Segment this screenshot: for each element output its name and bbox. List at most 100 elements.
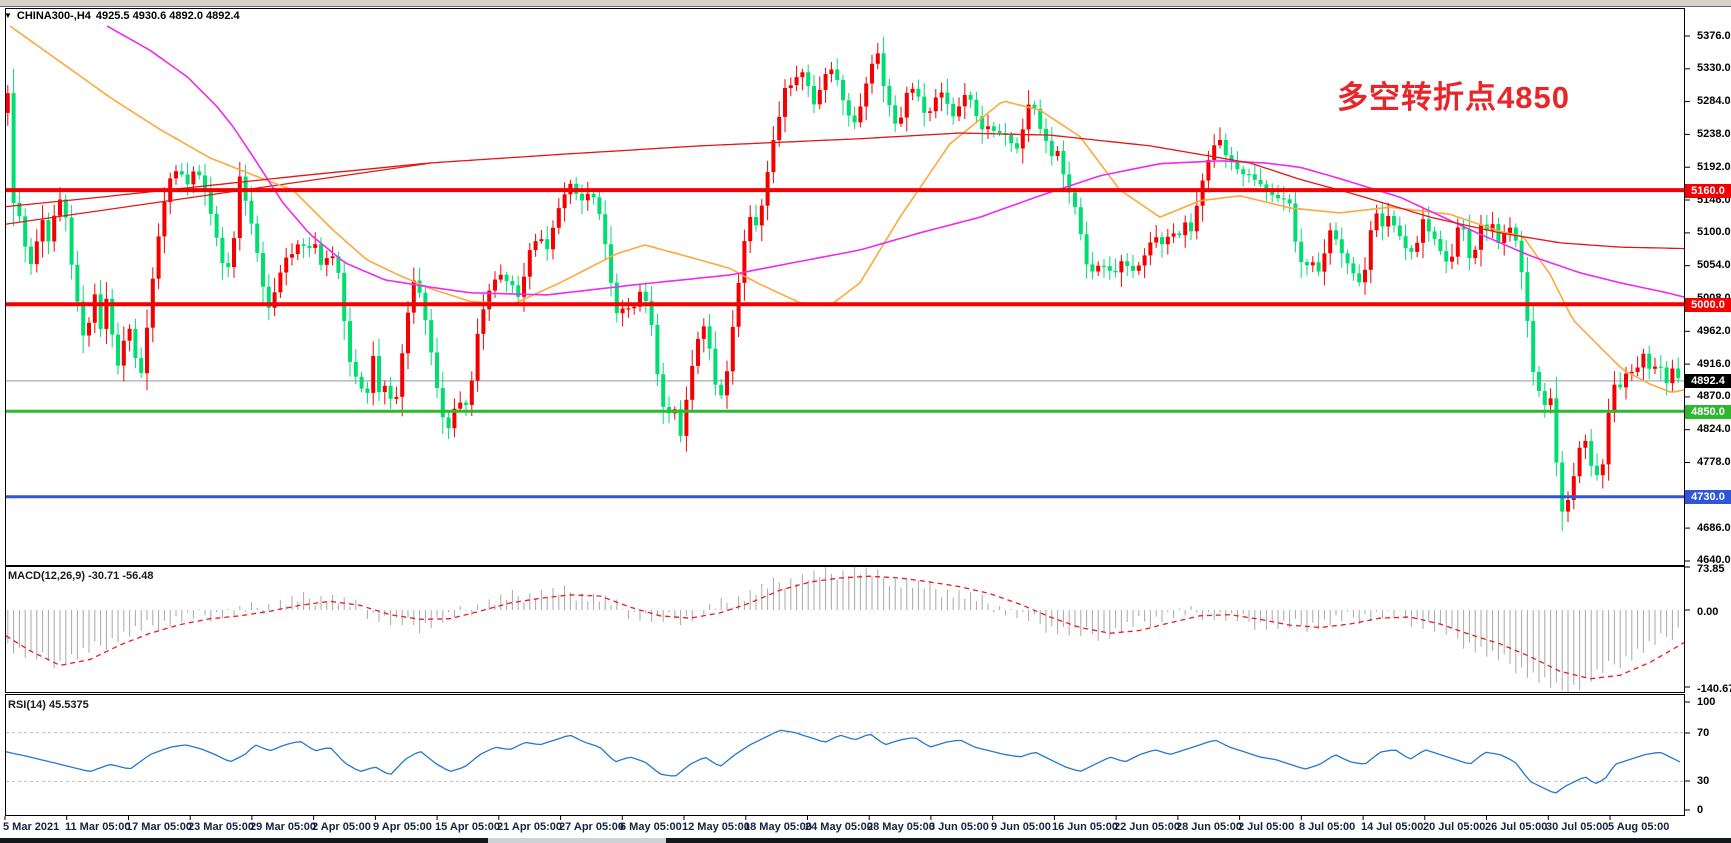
candle-body (1519, 240, 1524, 273)
candle-body (98, 294, 103, 329)
candle-body (823, 74, 828, 90)
candle-body (411, 280, 416, 313)
candle-body (1583, 440, 1588, 448)
candle-body (730, 326, 735, 372)
candle-body (893, 105, 898, 124)
candle-body (1270, 190, 1275, 195)
ohlc-values: 4925.5 4930.6 4892.0 4892.4 (95, 10, 240, 22)
time-axis-label: 27 Apr 05:00 (559, 821, 625, 833)
candle-body (145, 327, 149, 374)
candle-body (1247, 174, 1251, 176)
candle-body (1235, 162, 1240, 170)
rsi-axis-label: 30 (1697, 775, 1710, 787)
candle-body (1653, 366, 1657, 369)
candle-body (23, 216, 28, 247)
candle-body (852, 115, 857, 123)
candle-body (348, 321, 352, 362)
candle-body (295, 244, 300, 255)
time-axis-label: 21 Apr 05:00 (497, 821, 563, 833)
candle-body (1078, 207, 1083, 235)
candle-body (806, 72, 811, 86)
candle-body (197, 171, 202, 176)
candle-body (788, 85, 793, 89)
candle-body (1299, 241, 1304, 262)
candle-body (794, 77, 799, 86)
candle-body (1328, 230, 1333, 254)
candle-body (916, 88, 921, 97)
price-axis-label: 4870.0 (1697, 390, 1731, 402)
candle-body (1264, 184, 1269, 191)
candle-body (591, 193, 596, 198)
candle-body (841, 79, 845, 101)
candle-body (962, 95, 967, 107)
time-axis-label: 14 Jul 05:00 (1361, 821, 1424, 833)
trendline-red (6, 162, 433, 225)
candle-body (864, 83, 869, 107)
candle-body (1276, 194, 1280, 199)
time-axis-label: 20 Jul 05:00 (1423, 821, 1486, 833)
candle-body (829, 69, 834, 75)
candle-body (632, 306, 637, 309)
time-axis-label: 15 Apr 05:00 (435, 821, 501, 833)
time-axis-label: 2 Jul 05:00 (1238, 821, 1295, 833)
candle-body (423, 292, 428, 321)
candle-body (933, 97, 938, 112)
window-top-strip (0, 0, 1731, 7)
price-badge-resistance-5160: 5160.0 (1685, 184, 1731, 198)
candle-body (1479, 224, 1483, 250)
candle-body (539, 239, 544, 242)
candle-body (336, 256, 341, 273)
candle-body (324, 258, 329, 265)
candle-body (551, 227, 555, 250)
candle-body (1084, 234, 1089, 265)
candle-body (1531, 321, 1536, 372)
candle-body (121, 340, 126, 366)
price-badge-support-4850: 4850.0 (1685, 405, 1731, 419)
candle-body (1658, 366, 1663, 368)
price-axis-label: 4778.0 (1697, 456, 1731, 468)
candle-body (527, 250, 532, 277)
candle-body (226, 263, 231, 267)
candle-body (435, 352, 439, 388)
candle-body (928, 111, 932, 113)
time-axis-label: 24 May 05:00 (805, 821, 873, 833)
time-axis-label: 26 Jul 05:00 (1485, 821, 1548, 833)
candle-body (1212, 145, 1217, 160)
candle-body (835, 69, 840, 80)
candle-body (516, 285, 521, 297)
chart-title: ▼ CHINA300-,H4 4925.5 4930.6 4892.0 4892… (4, 10, 240, 22)
time-axis-label: 5 Aug 05:00 (1608, 821, 1670, 833)
candle-body (1357, 273, 1362, 283)
macd-axis-label: 73.85 (1697, 563, 1725, 575)
macd-signal-line (6, 575, 1684, 680)
candle-body (1345, 253, 1350, 264)
candle-body (748, 217, 753, 242)
time-axis-label: 18 May 05:00 (744, 821, 812, 833)
annotation-text[interactable]: 多空转折点4850 (1337, 80, 1570, 115)
candle-body (777, 116, 782, 141)
candle-body (203, 175, 207, 192)
ma-slow-red (6, 132, 1684, 250)
candle-body (1647, 353, 1652, 369)
candle-body (562, 194, 567, 209)
candle-body (1281, 198, 1286, 200)
price-axis-label: 5054.0 (1697, 259, 1731, 271)
price-axis-label: 4962.0 (1697, 325, 1731, 337)
time-axis-label: 9 Apr 05:00 (373, 821, 432, 833)
candle-body (742, 241, 747, 283)
candle-body (556, 208, 561, 228)
candle-body (870, 63, 874, 84)
candle-body (278, 272, 283, 293)
candle-body (1496, 224, 1501, 243)
candle-body (365, 388, 370, 393)
candle-body (522, 276, 526, 297)
candle-body (707, 326, 712, 349)
candle-body (881, 53, 886, 86)
candle-body (11, 93, 16, 203)
candle-body (1618, 384, 1623, 388)
candle-body (417, 280, 422, 293)
price-badge-current-price: 4892.4 (1685, 374, 1731, 388)
candle-body (1339, 239, 1344, 254)
candle-body (185, 174, 190, 185)
